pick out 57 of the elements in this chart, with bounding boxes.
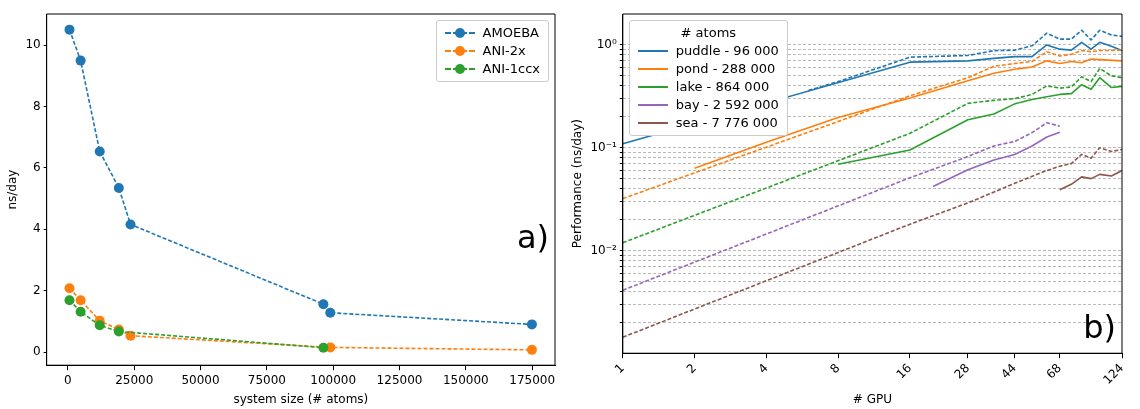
y-tick-label: 8 <box>33 98 41 113</box>
point <box>125 219 136 230</box>
legend-label: bay - 2 592 000 <box>675 96 779 114</box>
x-tick-label: 28 <box>951 360 973 382</box>
legend-title: # atoms <box>679 24 738 42</box>
y-axis-title: Performance (ns/day) <box>570 119 585 249</box>
x-tick-label: 150000 <box>442 372 489 387</box>
point <box>64 283 75 294</box>
annotation: b) <box>1083 307 1116 346</box>
x-axis-title: system size (# atoms) <box>233 391 369 406</box>
y-tick-label: 4 <box>33 221 41 236</box>
x-tick-label: 2 <box>683 360 699 377</box>
y-axis-title: ns/day <box>5 169 20 210</box>
point <box>64 24 75 35</box>
point <box>75 295 86 306</box>
legend-label: ANI-2x <box>482 42 526 60</box>
point <box>526 344 537 355</box>
y-tick-label: 0 <box>33 344 41 359</box>
y-tick-label: 2 <box>33 282 41 297</box>
legend-label: AMOEBA <box>482 24 539 42</box>
point <box>318 342 329 353</box>
x-tick-label: 16 <box>893 360 915 382</box>
point <box>75 306 86 317</box>
point <box>94 146 105 157</box>
point <box>64 295 75 306</box>
point <box>113 182 124 193</box>
point <box>526 319 537 330</box>
x-tick-label: 75000 <box>247 372 286 387</box>
x-tick-label: 4 <box>755 360 771 377</box>
y-tick-label: 10 <box>25 37 41 52</box>
y-tick-label: 10⁻¹ <box>590 139 617 154</box>
point <box>125 330 136 341</box>
point <box>94 320 105 331</box>
y-tick-label: 10⁰ <box>596 37 617 52</box>
point <box>318 299 329 310</box>
legend-label: ANI-1ccx <box>482 60 540 78</box>
x-tick-label: 44 <box>998 360 1020 382</box>
x-tick-label: 50000 <box>181 372 220 387</box>
point <box>75 55 86 66</box>
x-tick-label: 25000 <box>115 372 154 387</box>
legend-label: puddle - 96 000 <box>675 42 779 60</box>
x-tick-label: 124 <box>1100 360 1127 387</box>
x-tick-label: 175000 <box>509 372 556 387</box>
y-tick-label: 10⁻² <box>590 242 617 257</box>
x-tick-label: 100000 <box>310 372 357 387</box>
annotation: a) <box>516 217 549 256</box>
legend-label: pond - 288 000 <box>675 60 776 78</box>
y-tick-label: 6 <box>33 160 41 175</box>
legend-label: sea - 7 776 000 <box>675 114 778 132</box>
x-tick-label: 1 <box>611 360 628 377</box>
x-axis-title: # GPU <box>852 391 892 406</box>
x-tick-label: 8 <box>827 360 843 377</box>
x-tick-label: 68 <box>1043 360 1065 382</box>
legend-label: lake - 864 000 <box>675 78 770 96</box>
x-tick-label: 0 <box>64 372 72 387</box>
point <box>325 307 336 318</box>
x-tick-label: 125000 <box>376 372 423 387</box>
